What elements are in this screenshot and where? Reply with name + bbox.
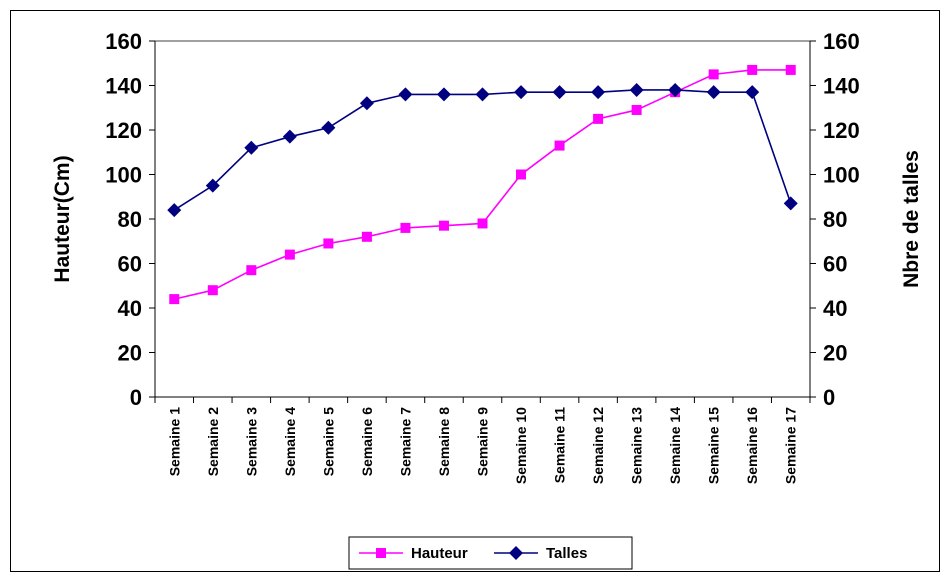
data-point-talles <box>706 85 721 100</box>
y-tick-label-left: 140 <box>105 74 142 99</box>
data-point-hauteur <box>361 231 372 242</box>
y-tick-label-left: 120 <box>105 118 142 143</box>
data-point-talles <box>282 129 297 144</box>
y-tick-label-right: 80 <box>823 207 847 232</box>
x-tick-label: Semaine 2 <box>205 407 221 476</box>
data-point-talles <box>668 82 683 97</box>
x-tick-label: Semaine 9 <box>475 407 491 476</box>
data-point-hauteur <box>516 169 527 180</box>
y-tick-label-left: 20 <box>118 341 142 366</box>
data-point-talles <box>244 140 259 155</box>
data-point-talles <box>783 196 798 211</box>
data-point-hauteur <box>554 140 565 151</box>
x-tick-label: Semaine 12 <box>590 407 606 484</box>
data-point-talles <box>167 203 182 218</box>
x-tick-label: Semaine 15 <box>706 407 722 484</box>
chart-frame <box>10 10 940 572</box>
data-point-talles <box>359 96 374 111</box>
data-point-talles <box>205 178 220 193</box>
legend-marker-talles <box>509 546 523 560</box>
y-tick-label-right: 0 <box>823 385 835 410</box>
data-point-talles <box>552 85 567 100</box>
x-tick-label: Semaine 16 <box>744 407 760 484</box>
legend: Hauteur Talles <box>348 536 633 570</box>
data-point-hauteur <box>169 294 180 305</box>
x-tick-label: Semaine 1 <box>166 407 182 476</box>
data-point-hauteur <box>631 104 642 115</box>
x-tick-label: Semaine 7 <box>397 407 413 476</box>
data-point-talles <box>436 87 451 102</box>
data-point-hauteur <box>438 220 449 231</box>
x-tick-label: Semaine 10 <box>513 407 529 484</box>
plot-area: 0 0 20 20 40 40 60 60 80 80 100 100 120 120 140 140 160 1… <box>105 29 859 484</box>
data-point-talles <box>591 85 606 100</box>
x-tick-label: Semaine 13 <box>629 407 645 484</box>
data-point-hauteur <box>246 265 257 276</box>
data-point-hauteur <box>207 285 218 296</box>
x-tick-label: Semaine 3 <box>243 407 259 476</box>
data-point-hauteur <box>477 218 488 229</box>
x-tick-label: Semaine 8 <box>436 407 452 476</box>
data-point-talles <box>514 85 529 100</box>
data-point-hauteur <box>785 64 796 75</box>
y-axis-title-right: Nbre de talles <box>900 150 923 288</box>
y-tick-label-right: 120 <box>823 118 860 143</box>
data-point-talles <box>629 82 644 97</box>
legend-marker-hauteur <box>376 548 386 558</box>
y-tick-label-left: 100 <box>105 163 142 188</box>
y-tick-label-right: 20 <box>823 341 847 366</box>
legend-label-talles: Talles <box>546 545 587 562</box>
y-tick-label-right: 40 <box>823 296 847 321</box>
y-tick-label-right: 60 <box>823 252 847 277</box>
x-tick-label: Semaine 17 <box>783 407 799 484</box>
data-point-talles <box>398 87 413 102</box>
y-tick-label-left: 80 <box>118 207 142 232</box>
data-point-hauteur <box>708 69 719 80</box>
x-tick-label: Semaine 11 <box>552 407 568 483</box>
x-tick-label: Semaine 6 <box>359 407 375 476</box>
data-point-hauteur <box>400 222 411 233</box>
y-tick-label-left: 40 <box>118 296 142 321</box>
y-tick-label-right: 140 <box>823 74 860 99</box>
y-tick-label-left: 0 <box>130 385 142 410</box>
data-point-hauteur <box>284 249 295 260</box>
series-line-hauteur <box>174 69 791 300</box>
y-axis-title-left: Hauteur(Cm) <box>51 155 74 282</box>
x-tick-label: Semaine 5 <box>320 407 336 476</box>
y-tick-label-right: 100 <box>823 163 860 188</box>
y-tick-label-left: 160 <box>105 29 142 54</box>
y-tick-label-right: 160 <box>823 29 860 54</box>
data-point-hauteur <box>593 113 604 124</box>
data-point-talles <box>745 85 760 100</box>
x-tick-label: Semaine 14 <box>667 407 683 484</box>
x-tick-label: Semaine 4 <box>282 407 298 476</box>
data-point-hauteur <box>323 238 334 249</box>
y-tick-label-left: 60 <box>118 252 142 277</box>
data-point-talles <box>321 120 336 135</box>
data-point-hauteur <box>747 64 758 75</box>
data-point-talles <box>475 87 490 102</box>
series-line-talles <box>173 89 792 211</box>
legend-label-hauteur: Hauteur <box>411 545 468 562</box>
